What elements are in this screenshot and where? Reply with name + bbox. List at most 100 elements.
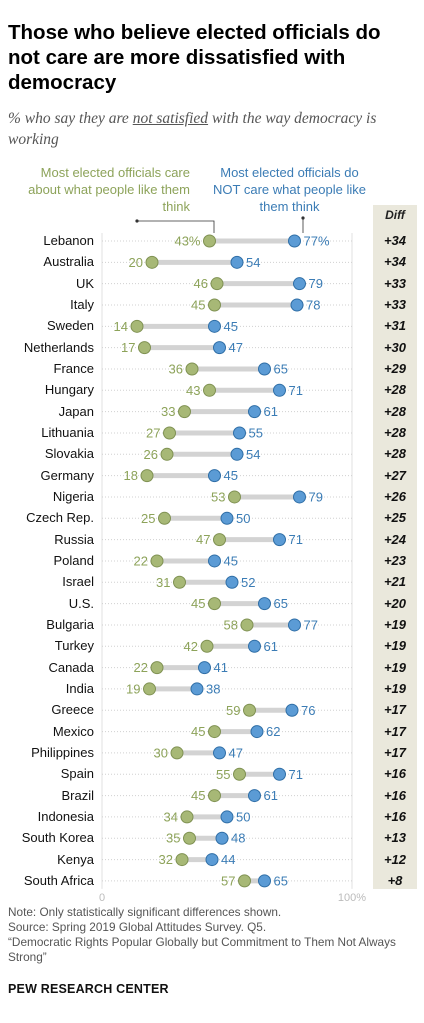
care-dot (243, 703, 256, 717)
legend-care: Most elected officials care about what p… (28, 165, 190, 214)
diff-value: +33 (383, 275, 407, 291)
care-value-label: 45 (191, 596, 205, 611)
care-value-label: 46 (194, 276, 208, 291)
care-dot (208, 725, 221, 739)
diff-value: +17 (383, 723, 407, 739)
country-label: Japan (58, 403, 94, 419)
not-care-value-label: 45 (224, 553, 238, 568)
care-dot (160, 447, 174, 461)
not-care-value-label: 62 (266, 724, 280, 739)
not-care-dot (288, 234, 301, 248)
country-label: Canada (48, 659, 94, 675)
subtitle-pre: % who say they are (8, 110, 133, 127)
care-dot (203, 383, 216, 397)
country-label: Hungary (44, 382, 94, 398)
care-dot (200, 639, 214, 653)
care-value-label: 57 (221, 873, 235, 888)
note-text: Note: Only statistically significant dif… (8, 905, 282, 919)
country-label: Slovakia (44, 446, 94, 462)
not-care-dot (258, 874, 271, 888)
country-label: Spain (60, 766, 94, 782)
care-value-label: 45 (191, 724, 205, 739)
care-value-label: 22 (134, 660, 148, 675)
care-value-label: 53 (211, 489, 225, 504)
care-dot (208, 597, 221, 611)
care-dot (145, 255, 159, 269)
not-care-dot (258, 362, 271, 376)
care-dot (185, 362, 199, 376)
not-care-value-label: 77 (304, 617, 318, 632)
country-label: France (53, 360, 94, 376)
care-value-label: 32 (159, 852, 173, 867)
diff-value: +34 (383, 254, 407, 270)
not-care-dot (285, 703, 299, 717)
not-care-dot (248, 405, 261, 419)
diff-value: +19 (383, 659, 407, 675)
legend-pointer-dot (135, 219, 139, 223)
not-care-value-label: 71 (289, 532, 303, 547)
care-value-label: 25 (141, 511, 155, 526)
care-dot (150, 554, 164, 568)
subtitle-underlined: not satisfied (132, 110, 209, 127)
care-dot (233, 767, 246, 781)
country-label: Poland (53, 552, 94, 568)
not-care-value-label: 48 (231, 831, 245, 846)
care-value-label: 59 (226, 703, 240, 718)
not-care-value-label: 45 (224, 468, 238, 483)
country-label: UK (75, 275, 94, 291)
diff-value: +16 (383, 808, 407, 824)
not-care-value-label: 61 (264, 404, 278, 419)
care-value-label: 27 (146, 425, 160, 440)
diff-value: +28 (383, 424, 407, 440)
country-label: Greece (51, 702, 94, 718)
not-care-dot (190, 682, 204, 696)
country-label: Indonesia (37, 808, 94, 824)
not-care-value-label: 71 (289, 767, 303, 782)
not-care-dot (293, 490, 306, 504)
diff-header: Diff (385, 208, 405, 222)
not-care-value-label: 76 (301, 703, 315, 718)
not-care-value-label: 61 (264, 788, 278, 803)
care-dot (163, 426, 176, 440)
care-value-label: 33 (161, 404, 175, 419)
diff-value: +16 (383, 787, 407, 803)
care-value-label: 30 (154, 745, 168, 760)
not-care-dot (220, 810, 234, 824)
country-label: Bulgaria (46, 616, 94, 632)
not-care-dot (258, 597, 271, 611)
country-label: Philippines (31, 744, 94, 760)
tick-label: 0 (99, 892, 105, 904)
care-value-label: 45 (191, 788, 205, 803)
diff-value: +29 (383, 360, 407, 376)
care-dot (158, 511, 171, 525)
care-value-label: 55 (216, 767, 230, 782)
country-label: Sweden (47, 318, 94, 334)
source-text: Source: Spring 2019 Global Attitudes Sur… (8, 920, 267, 934)
care-value-label: 17 (121, 340, 135, 355)
not-care-dot (290, 298, 304, 312)
diff-value: +13 (383, 830, 407, 846)
not-care-value-label: 50 (236, 809, 250, 824)
not-care-value-label: 65 (274, 596, 288, 611)
care-dot (183, 831, 196, 845)
subtitle-post: with the way democracy is working (8, 110, 377, 148)
not-care-value-label: 54 (246, 255, 260, 270)
care-value-label: 43 (186, 383, 200, 398)
diff-value: +24 (383, 531, 407, 547)
care-value-label: 36 (169, 361, 183, 376)
country-label: Germany (40, 467, 94, 483)
not-care-dot (208, 554, 221, 568)
care-dot (238, 874, 251, 888)
not-care-dot (213, 341, 226, 355)
care-value-label: 47 (196, 532, 210, 547)
care-dot (240, 618, 254, 632)
chart-subtitle: % who say they are not satisfied with th… (8, 108, 388, 150)
country-label: Brazil (61, 787, 94, 803)
not-care-value-label: 44 (221, 852, 235, 867)
not-care-dot (215, 831, 229, 845)
diff-value: +28 (383, 403, 407, 419)
not-care-value-label: 79 (309, 276, 323, 291)
care-dot (138, 341, 151, 355)
country-label: Italy (70, 296, 94, 312)
care-dot (175, 853, 189, 867)
